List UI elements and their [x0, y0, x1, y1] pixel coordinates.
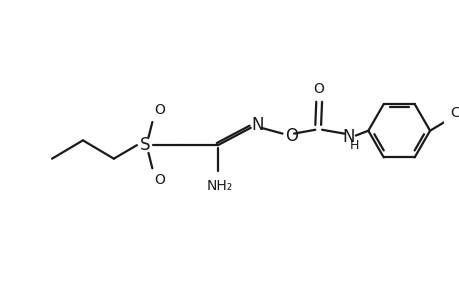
Text: N: N	[251, 116, 263, 134]
Text: O: O	[154, 103, 165, 118]
Text: O: O	[154, 173, 165, 187]
Text: O: O	[284, 127, 297, 145]
Text: N: N	[342, 128, 354, 146]
Text: O: O	[313, 82, 324, 96]
Text: H: H	[349, 139, 359, 152]
Text: S: S	[139, 136, 150, 154]
Text: NH₂: NH₂	[206, 179, 232, 193]
Text: Cl: Cl	[449, 106, 459, 120]
